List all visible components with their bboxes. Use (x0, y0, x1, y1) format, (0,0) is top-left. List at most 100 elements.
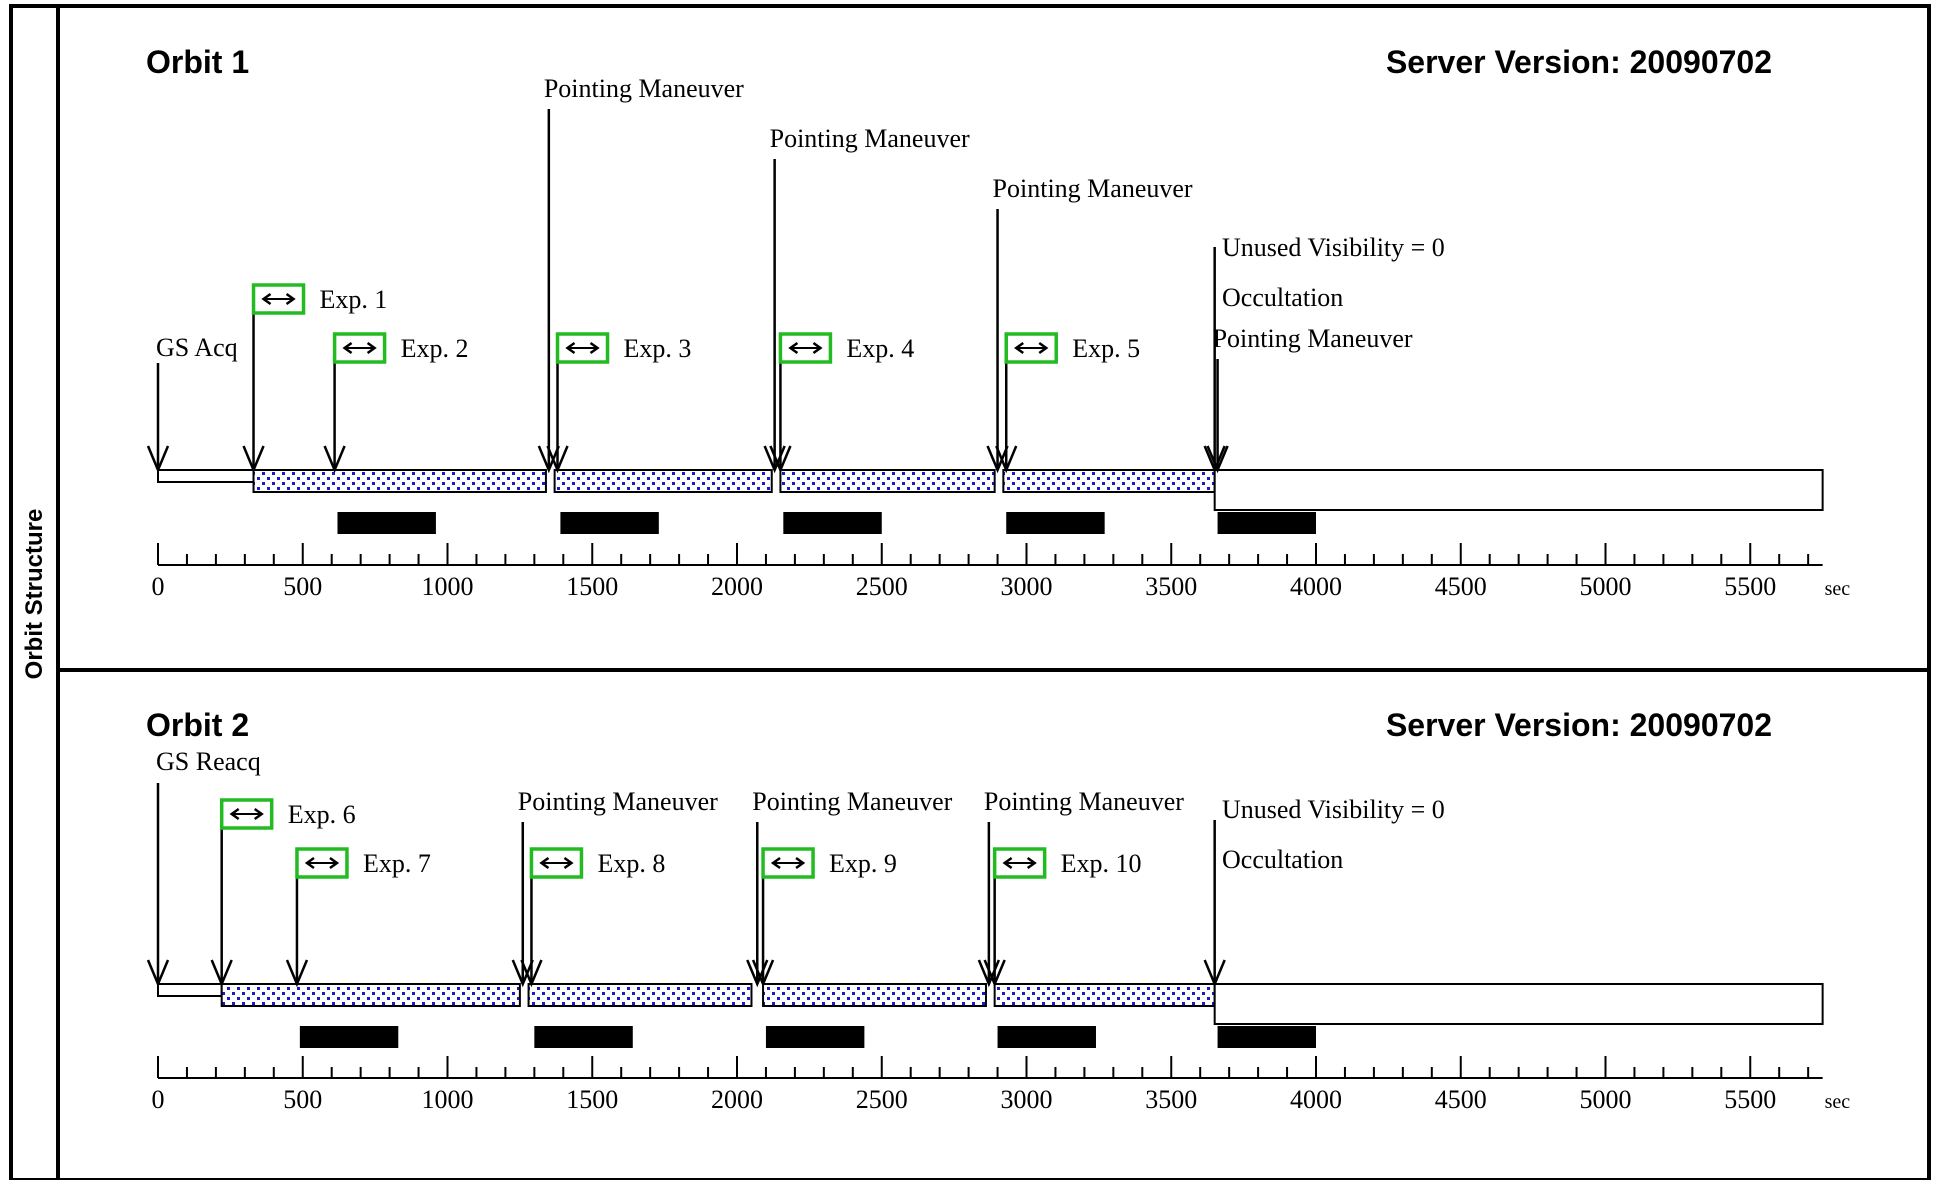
occultation-bar (1217, 512, 1316, 534)
exposure-icon (1004, 332, 1058, 364)
exposure-arrow (285, 877, 309, 988)
occultation-segment (1213, 983, 1824, 1025)
exposure-label: Exp. 2 (401, 334, 469, 363)
exposure-arrow (323, 362, 346, 474)
exposure-bar (1006, 512, 1105, 534)
orbit-panel-2: Orbit 2 Server Version: 20090702 GS Reac… (146, 707, 1850, 1114)
exposure-bar (997, 1026, 1096, 1048)
maneuver-label: Pointing Maneuver (770, 124, 970, 153)
exposure-bar (299, 1026, 399, 1048)
gs-reacq-label: GS Reacq (156, 747, 261, 776)
tick-label: 5000 (1580, 1085, 1632, 1114)
exposure-label: Exp. 6 (288, 800, 356, 829)
visibility-segment (553, 469, 773, 493)
maneuver-label: Pointing Maneuver (544, 74, 744, 103)
exposure-bar (783, 512, 882, 534)
exposure-label: Exp. 10 (1061, 849, 1142, 878)
tick-label: 4500 (1435, 1085, 1487, 1114)
tick-label: 5500 (1724, 572, 1776, 601)
exposure-icon (332, 332, 387, 364)
unused-visibility-label: Unused Visibility = 0 (1222, 233, 1445, 262)
tick-label: 3000 (1001, 572, 1053, 601)
exposure-arrow (995, 362, 1018, 474)
occultation-label: Occultation (1222, 283, 1343, 312)
maneuver-arrow (1206, 359, 1229, 474)
unused-visibility-label: Unused Visibility = 0 (1222, 795, 1445, 824)
exposure-icon (761, 847, 815, 879)
tick-label: 5000 (1580, 572, 1632, 601)
visibility-segment (993, 983, 1216, 1007)
exposure-icon (778, 332, 833, 364)
axis-unit: sec (1825, 578, 1851, 600)
exposure-arrow (520, 877, 543, 988)
tick-label: 3500 (1145, 572, 1197, 601)
exposure-bar (765, 1026, 865, 1048)
acq-arrow (146, 363, 170, 474)
pre-acq-segment (157, 983, 223, 997)
occultation-arrow (1203, 820, 1226, 988)
visibility-segment (220, 983, 521, 1007)
occultation-bar (1217, 1026, 1316, 1048)
pre-acq-segment (157, 469, 255, 483)
tick-label: 1000 (422, 572, 474, 601)
visibility-segment (252, 469, 547, 493)
exposure-label: Exp. 7 (363, 849, 431, 878)
exposure-label: Exp. 9 (829, 849, 897, 878)
occultation-label: Occultation (1222, 845, 1343, 874)
occultation-arrow (1203, 247, 1226, 474)
server-version: Server Version: 20090702 (1386, 707, 1772, 743)
tick-label: 4000 (1290, 572, 1342, 601)
tick-label: 2500 (856, 572, 908, 601)
tick-label: 500 (283, 572, 322, 601)
exposure-label: Exp. 8 (597, 849, 665, 878)
orbit-title: Orbit 2 (146, 707, 249, 743)
outer-border (9, 4, 1931, 1180)
exposure-label: Exp. 5 (1072, 334, 1140, 363)
tick-label: 500 (283, 1085, 322, 1114)
tick-label: 2500 (856, 1085, 908, 1114)
tick-label: 3000 (1001, 1085, 1053, 1114)
gs-acq-label: GS Acq (156, 333, 238, 362)
orbit-panel-1: Orbit 1 Server Version: 20090702 GS Acq … (146, 44, 1850, 601)
exposure-icon (555, 332, 610, 364)
maneuver-label: Pointing Maneuver (984, 787, 1184, 816)
exposure-bar (534, 1026, 633, 1048)
visibility-segment (779, 469, 996, 493)
tick-label: 1000 (422, 1085, 474, 1114)
axis-unit: sec (1825, 1091, 1851, 1113)
visibility-segment (1002, 469, 1216, 493)
tick-label: 0 (152, 1085, 165, 1114)
exposure-icon (251, 283, 306, 315)
tick-label: 4000 (1290, 1085, 1342, 1114)
maneuver-arrow (511, 822, 534, 988)
exposure-arrow (546, 362, 569, 474)
tick-label: 2000 (711, 572, 763, 601)
maneuver-label: Pointing Maneuver (752, 787, 952, 816)
exposure-label: Exp. 3 (624, 334, 692, 363)
maneuver-label: Pointing Maneuver (993, 174, 1193, 203)
maneuver-label: Pointing Maneuver (1213, 324, 1413, 353)
tick-label: 5500 (1724, 1085, 1776, 1114)
exposure-icon (529, 847, 584, 879)
exposure-arrow (210, 828, 233, 988)
side-label: Orbit Structure (21, 509, 48, 680)
orbit-title: Orbit 1 (146, 44, 249, 80)
exposure-icon (295, 847, 349, 879)
tick-label: 2000 (711, 1085, 763, 1114)
tick-label: 1500 (566, 1085, 618, 1114)
time-axis: 0 500 1000 1500 2000 2500 3000 3500 4000 4500 5000… (152, 543, 1851, 601)
maneuver-label: Pointing Maneuver (518, 787, 718, 816)
exposure-label: Exp. 1 (320, 285, 388, 314)
maneuver-arrow (763, 159, 786, 474)
maneuver-arrow (977, 822, 1001, 988)
visibility-segment (762, 983, 987, 1007)
exposure-icon (992, 847, 1047, 879)
exposure-label: Exp. 4 (846, 334, 914, 363)
tick-label: 4500 (1435, 572, 1487, 601)
maneuver-arrow (537, 109, 560, 474)
acq-arrow (146, 783, 170, 988)
exposure-icon (219, 798, 274, 830)
exposure-arrow (242, 313, 265, 474)
maneuver-arrow (986, 209, 1009, 474)
